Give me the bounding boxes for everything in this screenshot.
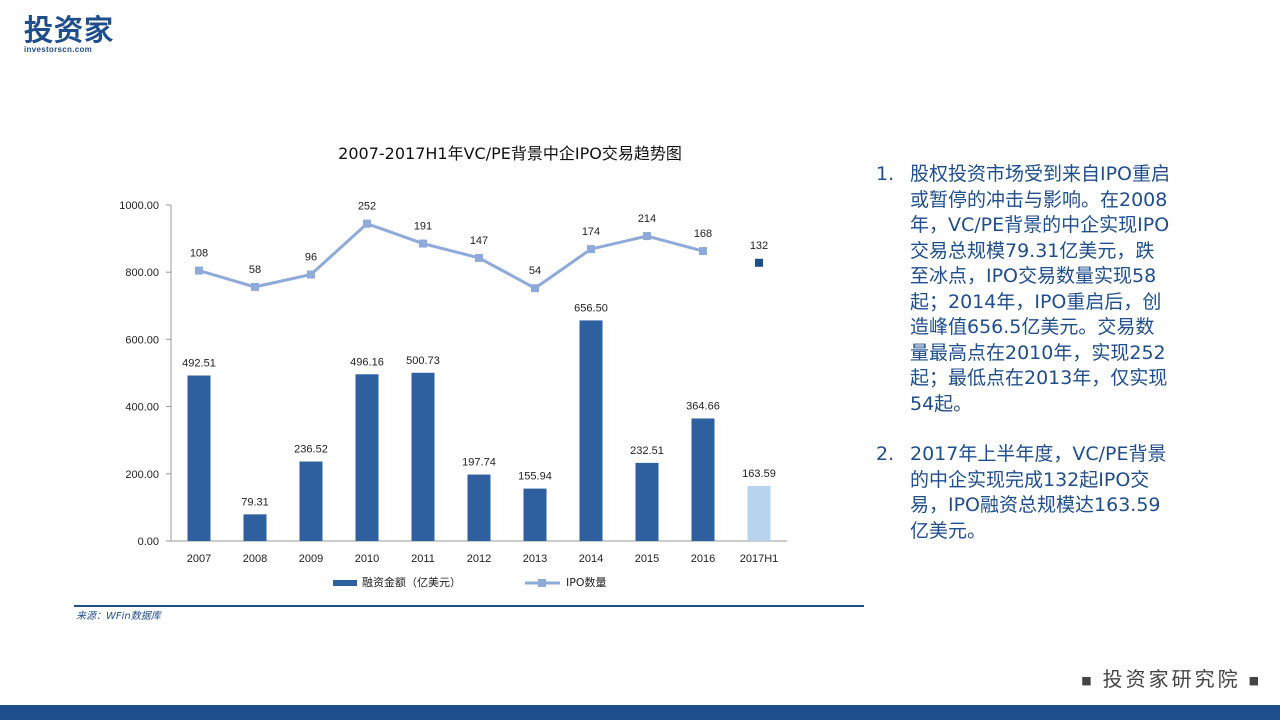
x-tick-label: 2017H1: [740, 553, 779, 565]
bar: [691, 418, 715, 541]
line-point: [643, 232, 651, 241]
bar: [579, 320, 603, 541]
x-tick-label: 2015: [635, 553, 659, 565]
note-item: 2. 2017年上半年度，VC/PE背景的中企实现完成132起IPO交易，IPO…: [872, 442, 1172, 544]
line-data-label: 132: [750, 240, 768, 252]
logo-en: investorscn.com: [24, 45, 93, 54]
line-data-label: 174: [582, 226, 600, 238]
x-tick-label: 2007: [187, 553, 211, 565]
line-data-label: 58: [249, 264, 261, 276]
bar-data-label: 496.16: [350, 356, 384, 368]
footer-brand: ■ 投资家研究院 ■: [1073, 663, 1270, 692]
line-data-label: 191: [414, 221, 432, 233]
bar-data-label: 155.94: [518, 471, 552, 483]
x-tick-label: 2012: [467, 553, 491, 565]
line-point: [755, 258, 763, 267]
note-number: 2.: [876, 443, 895, 465]
note-text: 2017年上半年度，VC/PE背景的中企实现完成132起IPO交易，IPO融资总…: [910, 443, 1167, 542]
chart-title: 2007-2017H1年VC/PE背景中企IPO交易趋势图: [338, 144, 682, 163]
bar: [467, 474, 491, 541]
bar: [355, 374, 379, 541]
y-tick-label: 200.00: [125, 469, 159, 481]
line-data-label: 96: [305, 252, 317, 264]
y-tick-label: 1000.00: [119, 200, 159, 212]
source-divider: [74, 605, 864, 607]
source-note: 来源：WFin数据库: [76, 611, 161, 622]
x-tick-label: 2008: [243, 553, 267, 565]
line-point: [587, 245, 595, 254]
line-data-label: 54: [529, 265, 541, 277]
logo: 投资家 investorscn.com: [24, 14, 134, 58]
bar-data-label: 500.73: [406, 355, 440, 367]
y-tick-label: 400.00: [125, 402, 159, 414]
line-point: [195, 266, 203, 275]
logo-cn: 投资家: [24, 13, 115, 47]
line-point: [475, 253, 483, 262]
bar-data-label: 232.51: [630, 445, 664, 457]
bar-data-label: 656.50: [574, 302, 608, 314]
line-point: [307, 270, 315, 279]
bar-data-label: 364.66: [686, 400, 720, 412]
x-tick-label: 2014: [579, 553, 603, 565]
bar-data-label: 79.31: [241, 496, 269, 508]
line-point: [699, 247, 707, 256]
x-tick-label: 2011: [411, 553, 435, 565]
line-data-label: 108: [190, 248, 208, 260]
y-tick-label: 0.00: [138, 536, 159, 548]
line-data-label: 252: [358, 201, 376, 213]
line-point: [363, 219, 371, 228]
bar-data-label: 197.74: [462, 457, 496, 469]
line-point: [531, 284, 539, 293]
x-tick-label: 2016: [691, 553, 715, 565]
bar: [635, 462, 659, 541]
x-tick-label: 2010: [355, 553, 379, 565]
line-data-label: 168: [694, 228, 712, 240]
line-point: [251, 282, 259, 291]
note-number: 1.: [876, 163, 895, 185]
line-data-label: 147: [470, 235, 488, 247]
bar: [747, 486, 771, 541]
bar-data-label: 236.52: [294, 444, 328, 456]
square-bullet-icon: ■: [1248, 674, 1262, 687]
y-tick-label: 800.00: [125, 267, 159, 279]
line-data-label: 214: [638, 213, 656, 225]
footer-brand-text: 投资家研究院: [1102, 667, 1241, 691]
legend-bar-label: 融资金额（亿美元）: [362, 575, 461, 589]
footer-bar: [0, 705, 1280, 720]
legend-line-marker: [538, 579, 546, 587]
x-tick-label: 2009: [299, 553, 323, 565]
bar-data-label: 492.51: [182, 358, 216, 370]
bar-data-label: 163.59: [742, 468, 776, 480]
y-tick-label: 600.00: [125, 334, 159, 346]
bar: [523, 488, 547, 541]
legend-bar-swatch: [333, 580, 357, 586]
bar: [299, 461, 323, 541]
ipo-count-line: [198, 221, 704, 290]
bar: [187, 375, 211, 541]
note-item: 1. 股权投资市场受到来自IPO重启或暂停的冲击与影响。在2008年，VC/PE…: [872, 162, 1172, 417]
legend-line-label: IPO数量: [566, 576, 607, 589]
square-bullet-icon: ■: [1081, 674, 1095, 687]
notes-list: 1. 股权投资市场受到来自IPO重启或暂停的冲击与影响。在2008年，VC/PE…: [872, 162, 1172, 569]
bar: [411, 372, 435, 541]
bar: [243, 514, 267, 541]
line-point: [419, 239, 427, 248]
x-tick-label: 2013: [523, 553, 547, 565]
note-text: 股权投资市场受到来自IPO重启或暂停的冲击与影响。在2008年，VC/PE背景的…: [910, 163, 1171, 415]
